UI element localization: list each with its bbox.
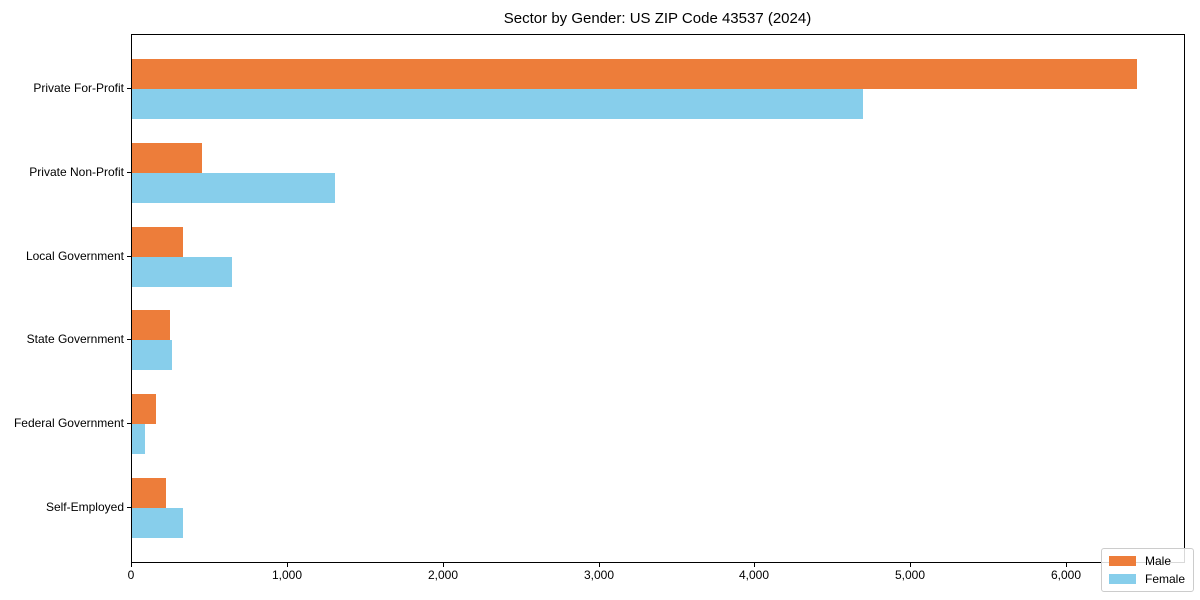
legend-swatch-male — [1108, 556, 1136, 566]
bar-female-5 — [132, 508, 183, 538]
x-tick-mark — [131, 563, 132, 567]
category-label: State Government — [26, 332, 124, 346]
x-tick-mark — [1066, 563, 1067, 567]
category-label: Self-Employed — [45, 500, 124, 514]
x-tick-mark — [910, 563, 911, 567]
x-tick-mark — [287, 563, 288, 567]
y-tick-mark — [127, 507, 131, 508]
bar-male-4 — [132, 394, 156, 424]
y-tick-mark — [127, 172, 131, 173]
x-tick-label: 3,000 — [583, 568, 615, 582]
category-label: Federal Government — [13, 416, 124, 430]
bar-female-2 — [132, 257, 232, 287]
y-tick-mark — [127, 88, 131, 89]
x-tick-label: 2,000 — [427, 568, 459, 582]
legend-item: Male — [1108, 554, 1185, 568]
x-tick-mark — [599, 563, 600, 567]
legend-label: Female — [1144, 572, 1185, 586]
x-tick-label: 0 — [127, 568, 135, 582]
x-tick-label: 1,000 — [271, 568, 303, 582]
bar-female-1 — [132, 173, 335, 203]
x-tick-label: 5,000 — [894, 568, 926, 582]
bar-male-2 — [132, 227, 183, 257]
bar-male-3 — [132, 310, 170, 340]
y-tick-mark — [127, 423, 131, 424]
x-tick-label: 4,000 — [738, 568, 770, 582]
category-label: Local Government — [25, 249, 124, 263]
bar-male-0 — [132, 59, 1137, 89]
legend-item: Female — [1108, 572, 1185, 586]
category-label: Private Non-Profit — [29, 165, 124, 179]
y-tick-mark — [127, 339, 131, 340]
plot-area — [131, 34, 1185, 563]
bar-male-5 — [132, 478, 166, 508]
legend-label: Male — [1144, 554, 1171, 568]
category-label: Private For-Profit — [33, 81, 124, 95]
x-tick-label: 6,000 — [1050, 568, 1082, 582]
bar-female-4 — [132, 424, 145, 454]
x-tick-mark — [443, 563, 444, 567]
y-tick-mark — [127, 256, 131, 257]
legend-swatch-female — [1108, 574, 1136, 584]
chart-title: Sector by Gender: US ZIP Code 43537 (202… — [503, 10, 812, 27]
legend: Male Female — [1100, 548, 1194, 592]
bar-female-3 — [132, 340, 172, 370]
bar-female-0 — [132, 89, 863, 119]
bar-male-1 — [132, 143, 202, 173]
x-tick-mark — [754, 563, 755, 567]
